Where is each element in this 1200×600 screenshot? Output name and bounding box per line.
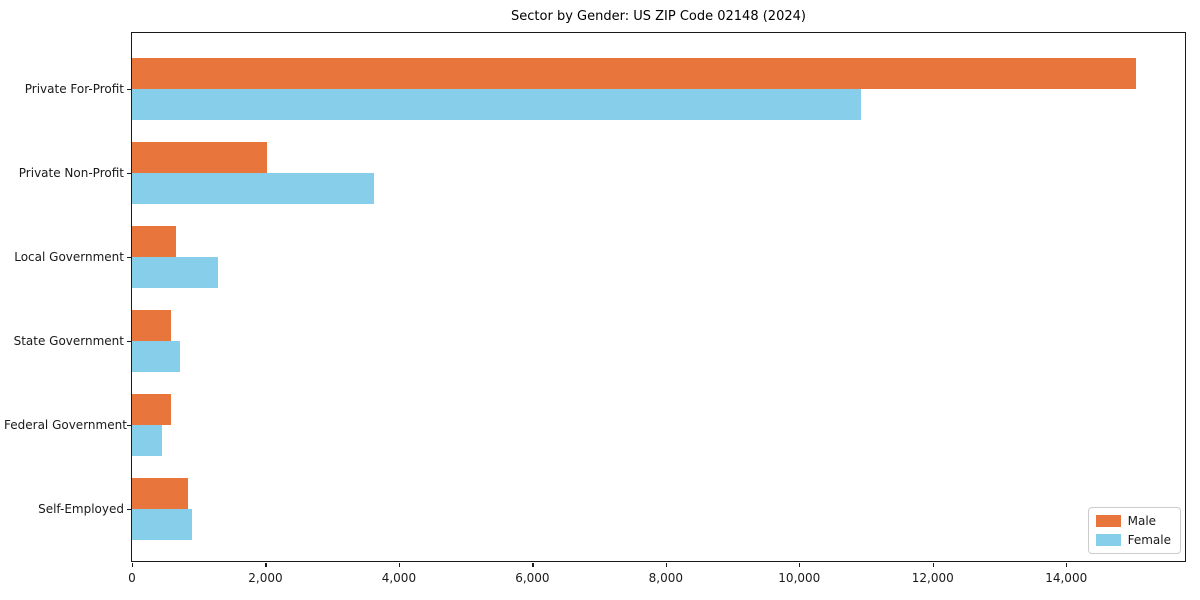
- legend-label-male: Male: [1127, 514, 1157, 528]
- xtick-mark: [532, 563, 534, 567]
- bar-male-federal-government: [132, 394, 172, 425]
- ytick-mark: [127, 257, 131, 259]
- bar-female-local-government: [132, 257, 219, 288]
- bar-male-state-government: [132, 310, 171, 341]
- ytick-mark: [127, 425, 131, 427]
- xtick-label: 2,000: [248, 571, 283, 585]
- ytick-label: Private Non-Profit: [18, 166, 124, 180]
- legend-item-female: Female: [1095, 533, 1171, 547]
- bar-male-private-for-profit: [132, 58, 1137, 89]
- xtick-label: 10,000: [778, 571, 821, 585]
- ytick-label: Private For-Profit: [24, 82, 124, 96]
- xtick-label: 6,000: [515, 571, 550, 585]
- xtick-mark: [665, 563, 668, 567]
- legend-swatch-male: [1095, 515, 1121, 527]
- xtick-label: 4,000: [381, 571, 417, 585]
- ytick-label: Federal Government: [4, 418, 127, 432]
- bar-male-private-non-profit: [132, 142, 268, 173]
- ytick-label: Self-Employed: [38, 502, 124, 516]
- xtick-mark: [132, 563, 134, 567]
- legend-label-female: Female: [1127, 533, 1171, 547]
- ytick-mark: [127, 341, 131, 343]
- chart-title: Sector by Gender: US ZIP Code 02148 (202…: [511, 9, 806, 24]
- legend-swatch-female: [1095, 534, 1121, 546]
- xtick-mark: [932, 563, 934, 567]
- plot-area: Male Female Private For-Profit Private No…: [4, 32, 1186, 585]
- xtick-mark: [799, 563, 801, 567]
- ytick-label: State Government: [13, 334, 124, 348]
- ytick-mark: [127, 509, 131, 511]
- bar-male-local-government: [132, 226, 177, 257]
- xtick-mark: [265, 563, 267, 567]
- xtick-mark: [1066, 563, 1068, 567]
- xtick-label: 8,000: [648, 571, 684, 585]
- legend-item-male: Male: [1095, 514, 1171, 528]
- bar-female-self-employed: [132, 509, 193, 540]
- ytick-mark: [127, 173, 131, 175]
- xtick-label: 0: [128, 571, 136, 585]
- bar-female-private-non-profit: [132, 173, 374, 204]
- xtick-label: 14,000: [1045, 571, 1088, 585]
- bar-male-self-employed: [132, 478, 189, 509]
- bar-female-federal-government: [132, 425, 163, 456]
- xtick-label: 12,000: [911, 571, 954, 585]
- bar-female-private-for-profit: [132, 89, 862, 120]
- legend: Male Female: [1087, 507, 1181, 554]
- ytick-label: Local Government: [14, 250, 124, 264]
- xtick-mark: [398, 563, 401, 567]
- bar-female-state-government: [132, 341, 181, 372]
- ytick-mark: [127, 89, 131, 91]
